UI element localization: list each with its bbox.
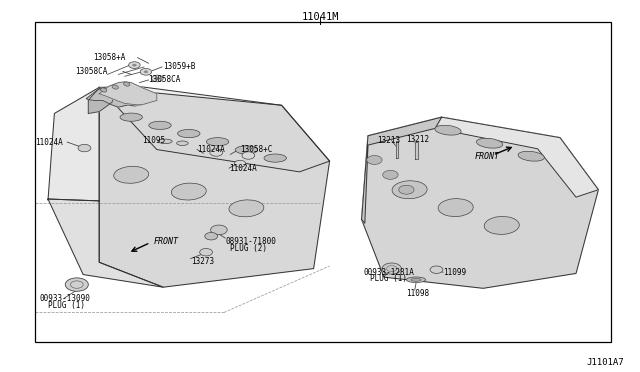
Text: 11095: 11095 bbox=[142, 136, 165, 145]
Circle shape bbox=[144, 71, 148, 73]
Ellipse shape bbox=[236, 146, 258, 154]
Ellipse shape bbox=[392, 181, 427, 199]
Circle shape bbox=[242, 152, 255, 159]
Polygon shape bbox=[86, 87, 150, 107]
Ellipse shape bbox=[411, 278, 421, 281]
Ellipse shape bbox=[178, 129, 200, 138]
Text: PLUG (2): PLUG (2) bbox=[230, 244, 268, 253]
Text: 00933-1281A: 00933-1281A bbox=[364, 268, 414, 277]
Ellipse shape bbox=[264, 154, 286, 162]
Polygon shape bbox=[362, 117, 598, 288]
Circle shape bbox=[430, 266, 443, 273]
Text: 13058+C: 13058+C bbox=[240, 145, 273, 154]
Text: 11099: 11099 bbox=[443, 268, 466, 277]
Ellipse shape bbox=[114, 166, 148, 183]
Ellipse shape bbox=[229, 200, 264, 217]
Text: J1101A7: J1101A7 bbox=[586, 358, 624, 367]
Bar bbox=[35, 22, 611, 342]
Circle shape bbox=[210, 149, 223, 156]
Circle shape bbox=[152, 75, 163, 82]
Polygon shape bbox=[48, 87, 99, 201]
Circle shape bbox=[200, 248, 212, 256]
Polygon shape bbox=[99, 86, 330, 172]
Text: PLUG (1): PLUG (1) bbox=[48, 301, 85, 310]
Circle shape bbox=[383, 170, 398, 179]
Ellipse shape bbox=[206, 138, 228, 146]
Ellipse shape bbox=[100, 88, 107, 92]
Text: 11041M: 11041M bbox=[301, 12, 339, 22]
Polygon shape bbox=[396, 141, 398, 158]
Circle shape bbox=[129, 62, 140, 68]
Ellipse shape bbox=[518, 151, 545, 161]
Polygon shape bbox=[435, 117, 598, 197]
Ellipse shape bbox=[149, 121, 172, 129]
Ellipse shape bbox=[484, 217, 519, 234]
Circle shape bbox=[132, 64, 136, 66]
Text: 11024A: 11024A bbox=[35, 138, 63, 147]
Text: 11024A: 11024A bbox=[197, 145, 225, 154]
Circle shape bbox=[65, 278, 88, 291]
Ellipse shape bbox=[172, 183, 206, 200]
Text: 13058CA: 13058CA bbox=[76, 67, 108, 76]
Text: 11024A: 11024A bbox=[229, 164, 257, 173]
Circle shape bbox=[78, 144, 91, 152]
Ellipse shape bbox=[124, 82, 130, 86]
Ellipse shape bbox=[438, 199, 473, 217]
Text: 13058+A: 13058+A bbox=[93, 53, 125, 62]
Circle shape bbox=[205, 232, 218, 240]
Polygon shape bbox=[99, 87, 330, 287]
Polygon shape bbox=[88, 89, 114, 113]
Circle shape bbox=[156, 77, 159, 80]
Ellipse shape bbox=[112, 85, 118, 89]
Ellipse shape bbox=[120, 113, 142, 121]
Circle shape bbox=[211, 225, 227, 235]
Ellipse shape bbox=[177, 141, 188, 145]
Text: 00933-13090: 00933-13090 bbox=[40, 294, 90, 303]
Ellipse shape bbox=[476, 138, 503, 148]
Text: 11098: 11098 bbox=[406, 289, 429, 298]
Polygon shape bbox=[48, 199, 163, 287]
Ellipse shape bbox=[158, 139, 172, 144]
Circle shape bbox=[140, 68, 152, 75]
Text: 13212: 13212 bbox=[406, 135, 429, 144]
Text: 13059+B: 13059+B bbox=[163, 62, 196, 71]
Circle shape bbox=[234, 160, 246, 167]
Text: FRONT: FRONT bbox=[475, 153, 500, 161]
Text: PLUG (1): PLUG (1) bbox=[370, 275, 407, 283]
Text: FRONT: FRONT bbox=[154, 237, 179, 246]
Text: 13213: 13213 bbox=[378, 136, 401, 145]
Polygon shape bbox=[415, 142, 418, 159]
Circle shape bbox=[367, 155, 382, 164]
Ellipse shape bbox=[435, 125, 461, 135]
Circle shape bbox=[399, 185, 414, 194]
Circle shape bbox=[382, 263, 401, 274]
Text: 13273: 13273 bbox=[191, 257, 214, 266]
Polygon shape bbox=[362, 117, 442, 223]
Text: 08931-71800: 08931-71800 bbox=[225, 237, 276, 246]
Ellipse shape bbox=[406, 277, 426, 283]
Text: 13058CA: 13058CA bbox=[148, 76, 181, 84]
Polygon shape bbox=[99, 82, 157, 105]
